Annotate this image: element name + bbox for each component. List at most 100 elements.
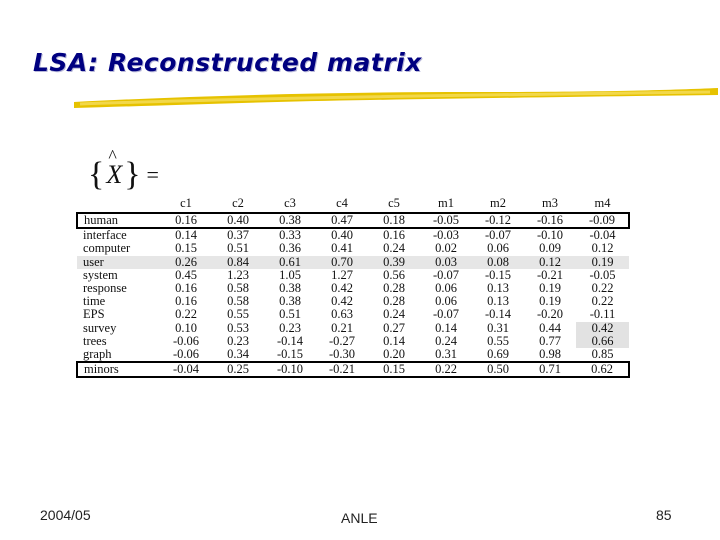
matrix-body: human 0.16 0.40 0.38 0.47 0.18 -0.05 -0.12 -0.16… (76, 211, 630, 379)
matrix-cell: 0.22 (175, 307, 197, 322)
matrix-cell: 0.70 (316, 255, 368, 269)
matrix-cell: -0.07 (484, 228, 512, 243)
row-term-label: time (83, 294, 106, 309)
formula-equals: = (146, 162, 159, 187)
title-underline-stroke (74, 88, 718, 108)
matrix-cell: 0.63 (331, 307, 353, 322)
matrix-cell: 0.27 (383, 320, 405, 335)
matrix-cell: 0.40 (331, 228, 353, 243)
matrix-cell: 1.27 (331, 267, 353, 282)
matrix-cell: 0.20 (383, 346, 405, 361)
matrix-cell: 0.16 (175, 281, 197, 296)
matrix-cell: 1.05 (279, 267, 301, 282)
matrix-cell: 0.16 (383, 228, 405, 243)
matrix-cell: 0.85 (591, 346, 614, 361)
matrix-cell: 0.38 (279, 281, 301, 296)
matrix-cell: 0.19 (539, 281, 561, 296)
matrix-header-row: c1 c2 c3 c4 c5 m1 m2 m3 m4 (77, 195, 629, 213)
matrix-cell: 0.06 (487, 241, 509, 256)
matrix-cell: 0.66 (576, 334, 629, 348)
matrix-cell: 0.23 (227, 333, 249, 348)
matrix-cell: -0.11 (589, 307, 616, 322)
matrix-cell: -0.15 (276, 346, 304, 361)
matrix-cell: 0.77 (539, 333, 561, 348)
matrix-cell: 0.55 (227, 307, 249, 322)
matrix-cell: -0.15 (484, 267, 512, 282)
matrix-cell: 0.10 (175, 320, 197, 335)
matrix-cell: 0.09 (539, 241, 561, 256)
matrix-cell: 0.16 (175, 294, 197, 309)
matrix-row-graph: graph -0.06 0.34 -0.15 -0.30 0.20 0.31 0.69 0.98… (77, 346, 629, 362)
matrix-cell: -0.10 (536, 228, 564, 243)
matrix-cell: 0.37 (227, 228, 249, 243)
matrix-cell: 0.15 (368, 361, 420, 379)
matrix-cell: 0.58 (227, 281, 249, 296)
matrix-cell: -0.06 (172, 333, 200, 348)
matrix-cell: -0.27 (328, 333, 356, 348)
matrix-cell: 0.06 (435, 294, 457, 309)
matrix-cell: 0.71 (524, 361, 576, 379)
matrix-row-interface: interface 0.14 0.37 0.33 0.40 0.16 -0.03 -0.07 -… (77, 228, 629, 242)
row-term-label: human (76, 211, 160, 230)
matrix-cell: 0.15 (175, 241, 197, 256)
matrix-cell: -0.21 (316, 361, 368, 379)
matrix-cell: -0.07 (432, 307, 460, 322)
column-header-c3: c3 (284, 195, 296, 210)
formula-close-brace: } (124, 156, 141, 193)
matrix-cell: -0.20 (536, 307, 564, 322)
slide-title: LSA: Reconstructed matrix (33, 48, 422, 77)
matrix-cell: 0.58 (227, 294, 249, 309)
matrix-row-response: response 0.16 0.58 0.38 0.42 0.28 0.06 0.13 0.19… (77, 281, 629, 296)
matrix-cell: 0.14 (383, 333, 405, 348)
row-term-label: computer (83, 241, 131, 256)
matrix-cell: 0.24 (383, 307, 405, 322)
matrix-cell: 0.31 (487, 320, 509, 335)
matrix-cell: 0.53 (227, 320, 249, 335)
matrix-cell: 0.18 (368, 211, 420, 230)
matrix-cell: -0.21 (536, 267, 564, 282)
formula-x-hat: ^ X (104, 146, 124, 190)
matrix-cell: 0.45 (175, 267, 197, 282)
matrix-cell: -0.09 (576, 211, 630, 230)
matrix-cell: 0.23 (279, 320, 301, 335)
matrix-row-survey: survey 0.10 0.53 0.23 0.21 0.27 0.14 0.31 0.44 0.… (77, 320, 629, 335)
matrix-cell: -0.16 (524, 211, 576, 230)
matrix-cell: -0.05 (420, 211, 472, 230)
matrix-cell: 0.22 (420, 361, 472, 379)
matrix-cell: 0.08 (472, 255, 524, 269)
column-header-c1: c1 (180, 195, 192, 210)
matrix-cell: 0.51 (227, 241, 249, 256)
footer-date: 2004/05 (40, 507, 91, 523)
row-term-label: user (77, 255, 160, 269)
footer-center-label: ANLE (341, 510, 378, 526)
matrix-cell: 0.28 (383, 294, 405, 309)
matrix-cell: 0.13 (487, 281, 509, 296)
matrix-row-eps: EPS 0.22 0.55 0.51 0.63 0.24 -0.07 -0.14 -0.20 -0… (77, 308, 629, 321)
row-term-label: system (83, 267, 118, 282)
matrix-cell: 0.47 (316, 211, 368, 230)
matrix-cell: 0.31 (435, 346, 457, 361)
row-term-label: response (83, 281, 127, 296)
matrix-row-time: time 0.16 0.58 0.38 0.42 0.28 0.06 0.13 0.19 0.22 (77, 295, 629, 308)
matrix-cell: 0.19 (539, 294, 561, 309)
column-header-m1: m1 (438, 195, 454, 210)
matrix-cell: 0.42 (331, 294, 353, 309)
column-header-m3: m3 (542, 195, 558, 210)
matrix-row-user: user 0.26 0.84 0.61 0.70 0.39 0.03 0.08 0.12 0.19 (77, 255, 629, 269)
matrix-cell: 0.25 (212, 361, 264, 379)
column-header-m4: m4 (594, 195, 611, 210)
row-term-label: survey (83, 320, 117, 335)
row-term-label: EPS (83, 307, 105, 322)
matrix-cell: -0.14 (484, 307, 512, 322)
matrix-cell: -0.03 (432, 228, 460, 243)
column-header-c4: c4 (336, 195, 348, 210)
matrix-cell: -0.10 (264, 361, 316, 379)
matrix-cell: 0.39 (368, 255, 420, 269)
matrix-cell: 0.12 (524, 255, 576, 269)
matrix-cell: 1.23 (227, 267, 249, 282)
matrix-cell: 0.42 (576, 321, 629, 335)
matrix-cell: -0.04 (589, 228, 616, 243)
matrix-cell: 0.42 (331, 281, 353, 296)
matrix-cell: 0.03 (420, 255, 472, 269)
formula-hat-mark: ^ (108, 146, 117, 166)
